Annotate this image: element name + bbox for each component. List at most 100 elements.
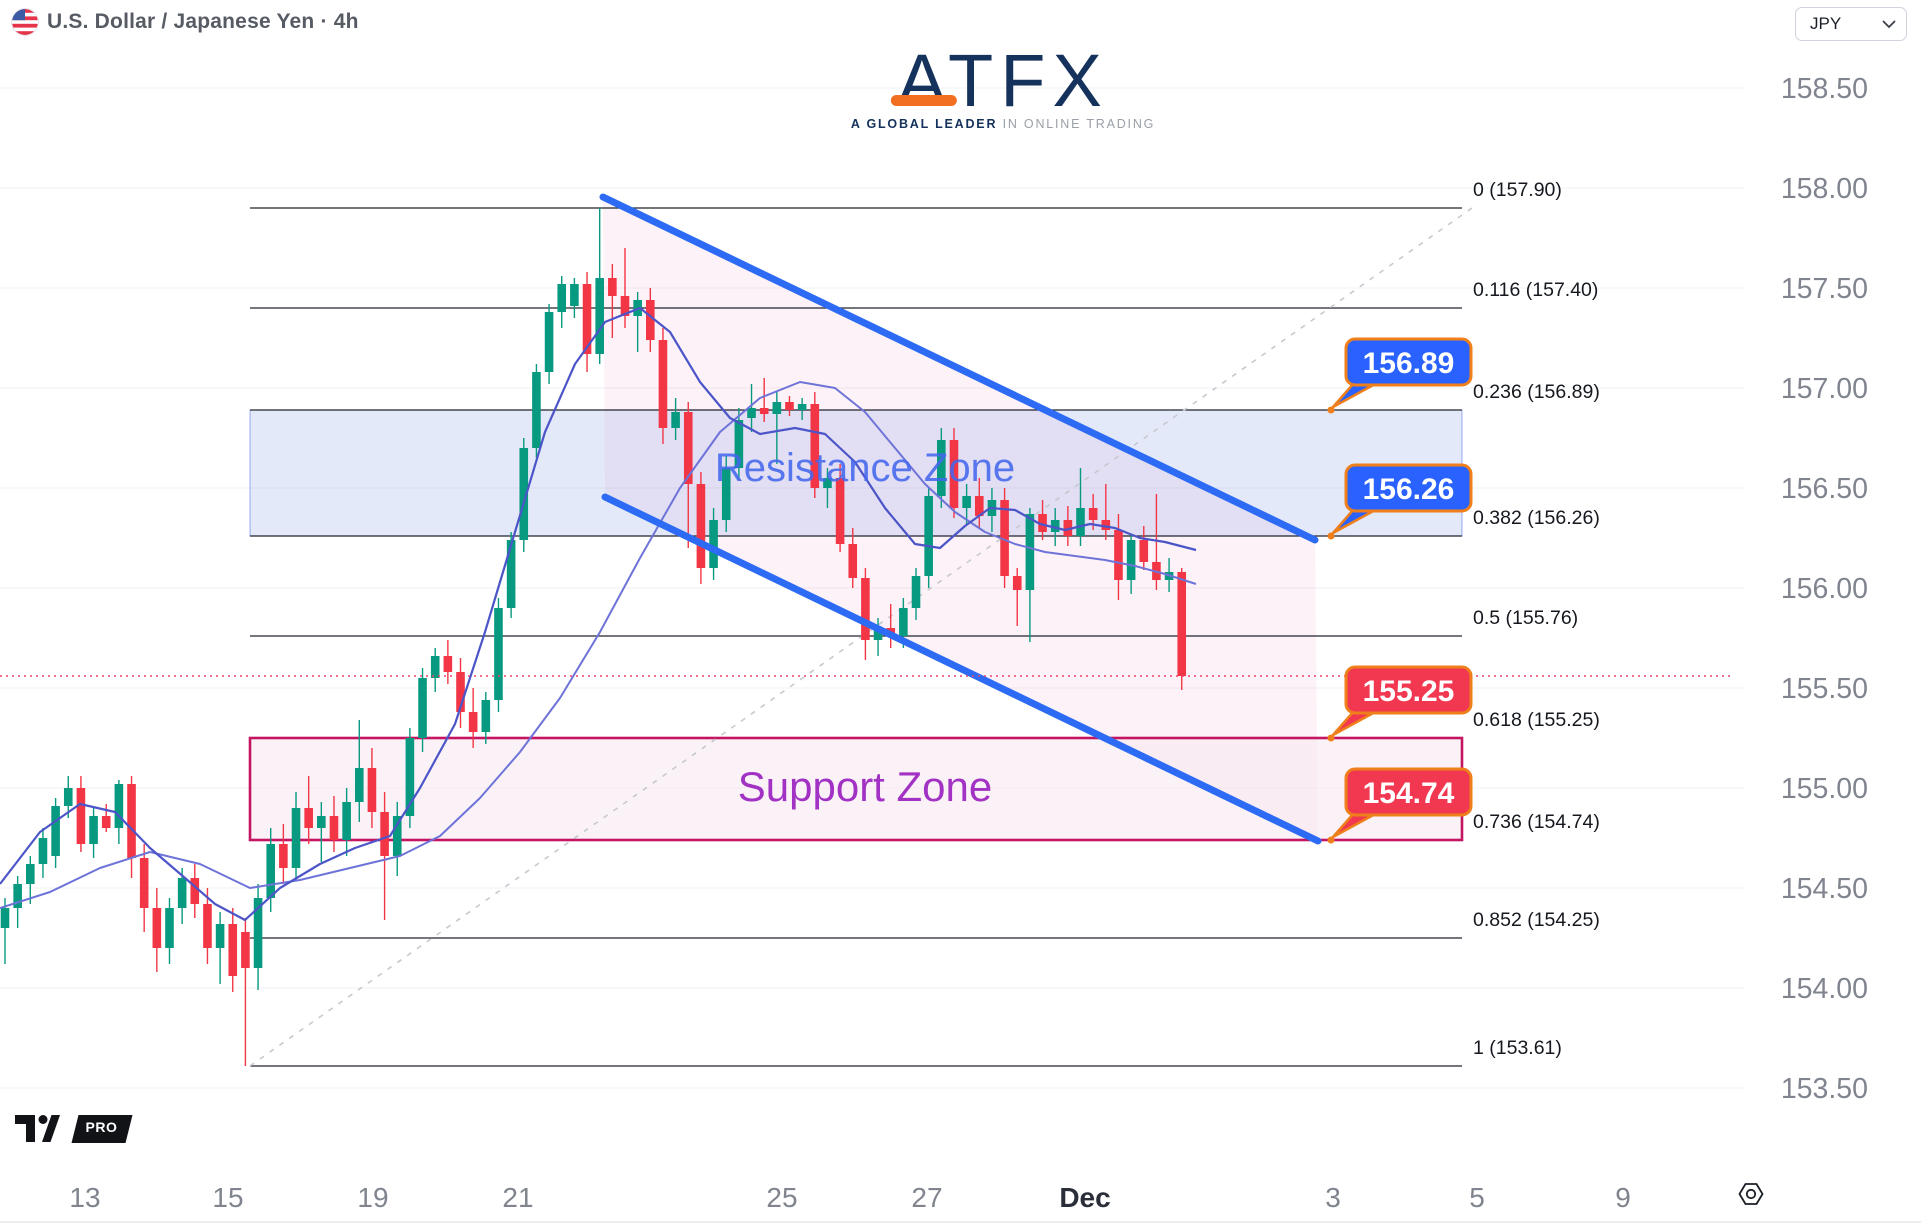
callout-anchor-dot (1327, 532, 1335, 540)
price-callout-155.25[interactable]: 155.25 (1327, 665, 1473, 742)
candle (709, 508, 718, 580)
resistance-zone-label: Resistance Zone (714, 446, 1016, 490)
candle-body (962, 496, 971, 508)
callout-bubble (1344, 463, 1473, 513)
candle-body (380, 812, 389, 856)
price-callout-154.74[interactable]: 154.74 (1327, 767, 1473, 844)
candle-body (671, 412, 680, 428)
fib-level-label: 0.736 (154.74) (1473, 811, 1600, 833)
candle (494, 598, 503, 712)
candle (962, 484, 971, 524)
candle-body (456, 672, 465, 712)
candle-body (1000, 500, 1009, 576)
logo-tagline-light: IN ONLINE TRADING (1002, 117, 1156, 132)
channel-fill-area (603, 197, 1318, 841)
candle-body (1088, 508, 1098, 520)
fib-level-label: 0.852 (154.25) (1473, 909, 1600, 931)
candle (772, 392, 782, 464)
candle (114, 780, 124, 844)
candle-body (63, 788, 73, 806)
time-axis-label: 3 (1325, 1182, 1341, 1213)
candle-body (241, 932, 250, 968)
callout-price-text: 155.25 (1363, 675, 1455, 708)
price-axis-label: 154.00 (1781, 973, 1868, 1005)
support-zone-label: Support Zone (737, 763, 993, 810)
price-axis-label: 158.00 (1781, 173, 1868, 205)
candle (443, 640, 453, 684)
candle (380, 792, 389, 920)
candle-body (1038, 514, 1047, 532)
price-callout-156.89[interactable]: 156.89 (1327, 337, 1473, 414)
candle (291, 792, 301, 880)
candle (734, 408, 744, 480)
candle-body (582, 284, 592, 354)
candle (1177, 568, 1187, 690)
candle (127, 776, 136, 878)
candle-body (823, 478, 832, 488)
pro-badge: PRO (71, 1115, 133, 1143)
candle-body (203, 904, 212, 948)
candle (89, 808, 98, 858)
tradingview-logo-icon (15, 1115, 60, 1142)
candle-body (430, 656, 440, 678)
candle-body (532, 372, 541, 448)
candle-body (215, 924, 225, 948)
candle-body (620, 296, 630, 316)
fib-level-label: 0.618 (155.25) (1473, 709, 1600, 731)
candle-body (658, 340, 668, 428)
candle (1000, 488, 1009, 588)
candle (266, 828, 276, 912)
candle (785, 396, 794, 416)
candle-body (848, 544, 858, 578)
candle-body (1139, 540, 1149, 562)
currency-select-value: JPY (1810, 14, 1842, 33)
candle (1063, 506, 1073, 546)
callout-tail (1331, 709, 1379, 737)
price-axis-label: 156.00 (1781, 573, 1868, 605)
fib-level-label: 0.382 (156.26) (1473, 507, 1600, 529)
candle-body (608, 278, 617, 296)
candle-body (785, 402, 794, 410)
candle (317, 802, 326, 862)
candle (937, 428, 946, 508)
candle-body (0, 908, 10, 928)
time-axis-label: 9 (1615, 1182, 1631, 1213)
candle (190, 864, 200, 918)
candle-body (1177, 572, 1187, 676)
candle (823, 468, 832, 508)
symbol-title: U.S. Dollar / Japanese Yen · 4h (47, 10, 359, 33)
candle (367, 748, 377, 828)
candle (759, 378, 769, 422)
candle (570, 278, 579, 318)
candle-body (759, 408, 769, 414)
candle-body (26, 864, 35, 884)
candle-body (291, 808, 301, 868)
fib-level-label: 0 (157.90) (1473, 179, 1562, 201)
candle-body (721, 468, 731, 520)
price-axis-label: 157.00 (1781, 373, 1868, 405)
currency-select[interactable]: JPY (1795, 7, 1907, 41)
fib-diagonal-dashed-line (249, 207, 1473, 1067)
candle-body (1050, 520, 1060, 532)
candle-body (1101, 520, 1111, 530)
price-axis-label: 154.50 (1781, 873, 1868, 905)
callout-anchor-dot (1327, 406, 1335, 414)
candle (101, 804, 111, 832)
candle-body (1114, 530, 1123, 580)
candle (1038, 500, 1047, 540)
candle (215, 912, 225, 984)
candle (974, 478, 984, 528)
ma-line-slow (0, 381, 1197, 909)
candle-body (709, 520, 718, 568)
timezone-settings-icon[interactable] (1738, 1182, 1764, 1206)
price-callout-156.26[interactable]: 156.26 (1327, 463, 1473, 540)
candle-body (519, 448, 529, 540)
candle-body (1012, 576, 1022, 590)
candle (342, 788, 351, 856)
logo-tagline-strong: A GLOBAL LEADER (850, 117, 998, 132)
candle (38, 828, 48, 878)
candle (418, 668, 427, 752)
candle (228, 908, 238, 992)
candle (835, 464, 845, 552)
